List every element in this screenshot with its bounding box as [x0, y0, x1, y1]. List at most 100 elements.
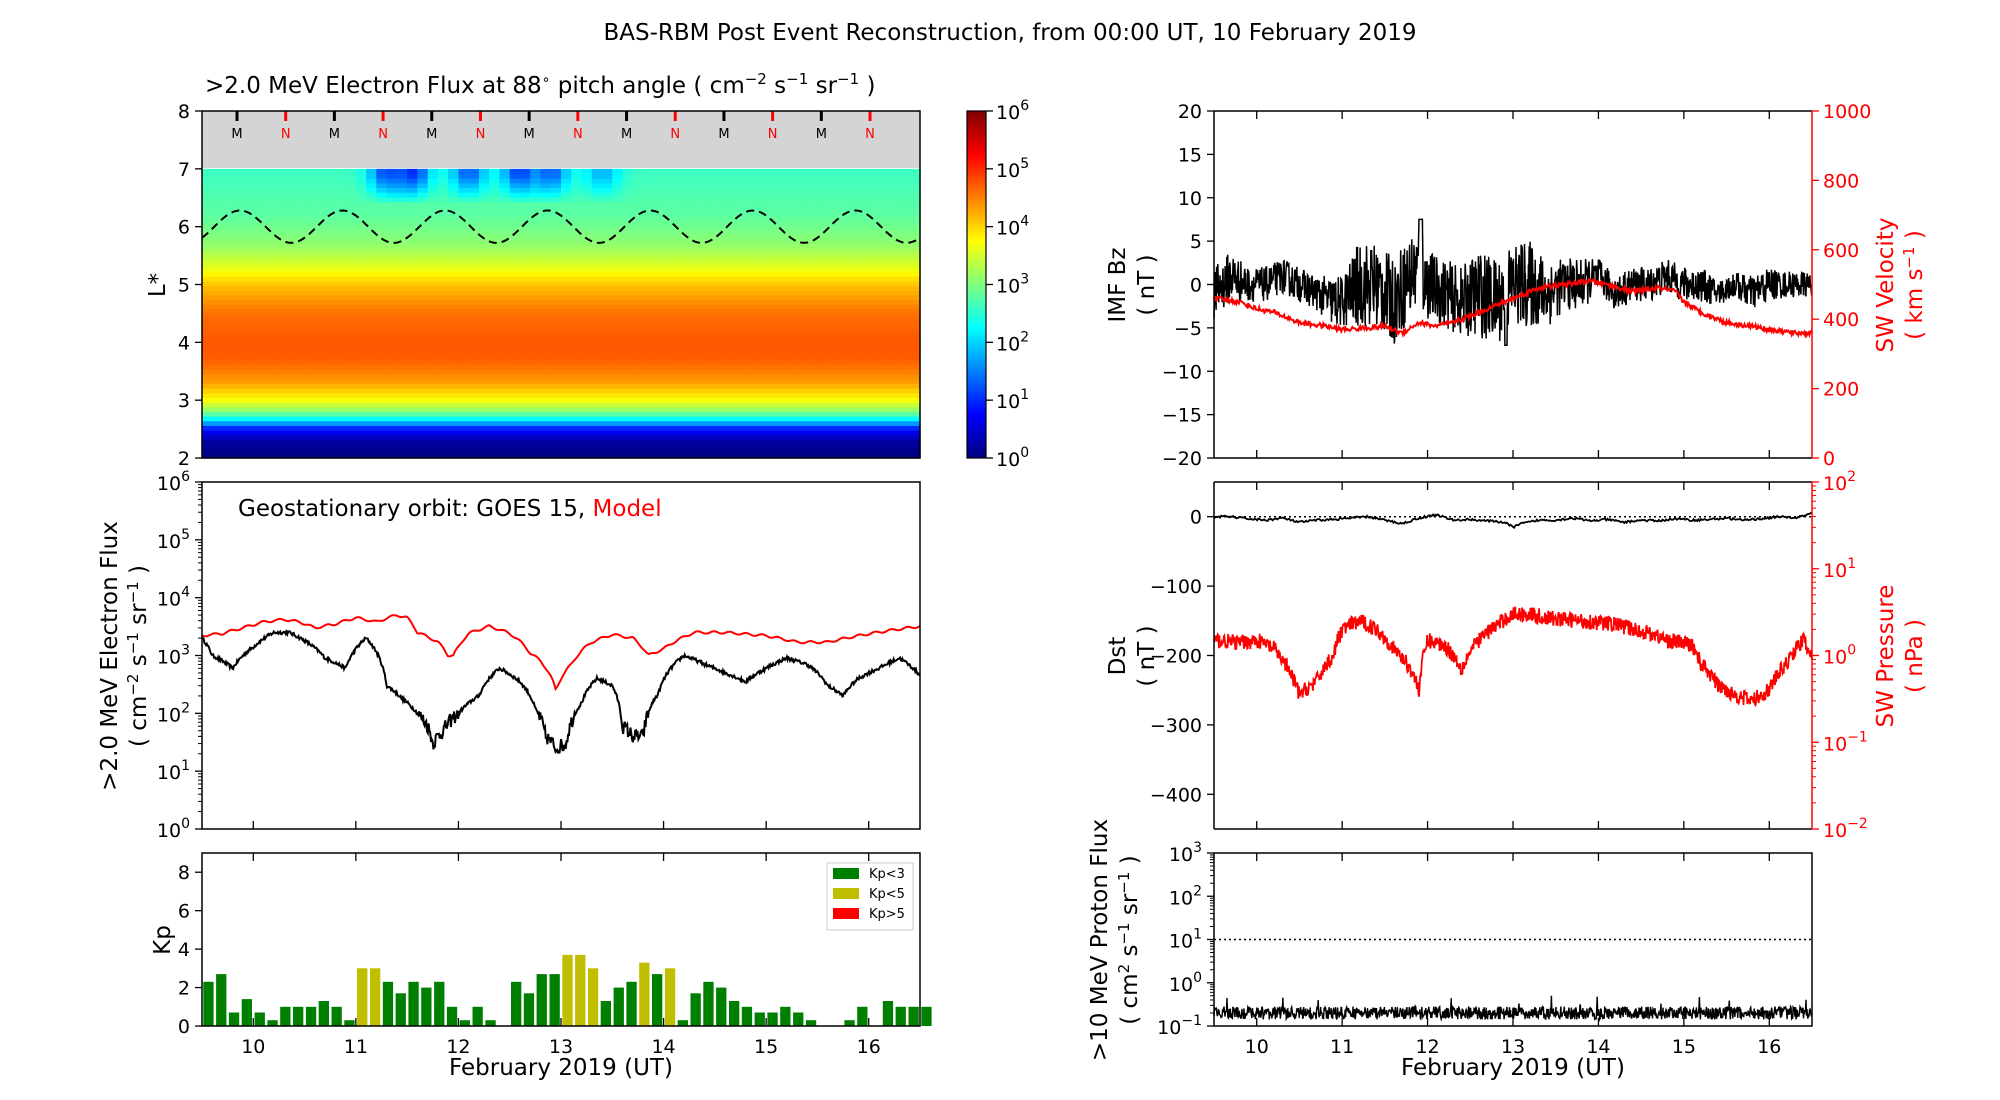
heatmap-cell	[878, 350, 890, 356]
heatmap-cell	[253, 178, 265, 184]
heatmap-cell	[489, 448, 501, 454]
heatmap-cell	[684, 369, 695, 375]
heatmap-cell	[591, 248, 603, 254]
heatmap-cell	[889, 173, 901, 179]
heatmap-cell	[909, 224, 921, 231]
heatmap-cell	[335, 336, 347, 342]
heatmap-cell	[335, 238, 347, 245]
heatmap-cell	[448, 313, 460, 319]
heatmap-cell	[561, 411, 572, 417]
heatmap-cell	[232, 374, 244, 380]
heatmap-cell	[755, 327, 767, 333]
heatmap-cell	[643, 322, 654, 328]
heatmap-cell	[602, 341, 613, 347]
heatmap-cell	[591, 448, 603, 454]
heatmap-cell	[745, 448, 757, 454]
heatmap-cell	[673, 257, 685, 263]
heatmap-cell	[478, 430, 490, 436]
heatmap-cell	[437, 304, 449, 310]
heatmap-cell	[571, 434, 583, 440]
heatmap-cell	[745, 318, 757, 324]
heatmap-cell	[407, 168, 418, 175]
heatmap-cell	[212, 350, 224, 356]
heatmap-cell	[878, 378, 890, 384]
heatmap-cell	[837, 322, 849, 328]
heatmap-cell	[314, 168, 326, 175]
heatmap-cell	[858, 434, 870, 440]
heatmap-cell	[653, 280, 665, 287]
heatmap-cell	[807, 266, 819, 273]
heatmap-cell	[868, 341, 880, 347]
heatmap-cell	[848, 229, 860, 235]
heatmap-cell	[889, 220, 901, 226]
y-right-tick-label: 800	[1823, 170, 1859, 192]
heatmap-cell	[725, 243, 736, 249]
heatmap-cell	[581, 448, 593, 454]
heatmap-cell	[273, 374, 285, 380]
heatmap-cell	[232, 397, 244, 403]
heatmap-cell	[530, 238, 542, 245]
heatmap-cell	[458, 444, 470, 450]
heatmap-cell	[776, 215, 788, 221]
heatmap-cell	[468, 364, 480, 370]
heatmap-cell	[437, 332, 449, 338]
heatmap-cell	[530, 332, 542, 338]
heatmap-cell	[284, 411, 295, 417]
heatmap-cell	[263, 369, 275, 375]
heatmap-cell	[253, 243, 265, 249]
y-tick-label: 15	[1178, 144, 1202, 166]
heatmap-cell	[755, 192, 767, 198]
heatmap-cell	[622, 388, 634, 394]
heatmap-cell	[899, 327, 911, 333]
heatmap-cell	[755, 280, 767, 287]
heatmap-cell	[509, 224, 521, 231]
heatmap-cell	[673, 168, 685, 175]
heatmap-cell	[827, 318, 839, 324]
heatmap-cell	[202, 271, 213, 277]
heatmap-cell	[571, 178, 583, 184]
heatmap-cell	[796, 252, 808, 259]
heatmap-cell	[581, 336, 593, 342]
heatmap-cell	[437, 388, 449, 394]
heatmap-cell	[889, 360, 901, 366]
heatmap-cell	[304, 234, 316, 240]
heatmap-cell	[868, 308, 880, 315]
heatmap-cell	[232, 364, 244, 370]
heatmap-cell	[509, 327, 521, 333]
heatmap-cell	[202, 308, 213, 315]
heatmap-cell	[294, 378, 306, 384]
heatmap-cell	[704, 318, 716, 324]
heatmap-cell	[704, 425, 716, 431]
heatmap-cell	[776, 229, 788, 235]
heatmap-cell	[468, 304, 480, 310]
heatmap-cell	[294, 276, 306, 282]
y-right-tick-label: 10−2	[1823, 816, 1868, 842]
heatmap-cell	[725, 364, 736, 370]
heatmap-cell	[345, 206, 357, 212]
x-tick-label: 13	[1501, 1036, 1525, 1058]
heatmap-cell	[602, 294, 613, 301]
heatmap-cell	[704, 262, 716, 268]
heatmap-cell	[868, 280, 880, 287]
heatmap-cell	[745, 355, 757, 361]
heatmap-cell	[407, 304, 418, 310]
heatmap-cell	[284, 248, 295, 254]
heatmap-cell	[417, 383, 429, 389]
heatmap-cell	[458, 182, 470, 189]
heatmap-cell	[499, 430, 511, 436]
heatmap-cell	[355, 388, 367, 394]
heatmap-cell	[878, 210, 890, 217]
heatmap-cell	[232, 392, 244, 398]
heatmap-cell	[222, 248, 234, 254]
heatmap-cell	[889, 425, 901, 431]
heatmap-cell	[704, 444, 716, 450]
heatmap-cell	[581, 192, 593, 198]
heatmap-cell	[827, 369, 839, 375]
heatmap-cell	[253, 346, 265, 352]
heatmap-cell	[499, 346, 511, 352]
heatmap-cell	[314, 346, 326, 352]
heatmap-cell	[684, 374, 695, 380]
heatmap-cell	[837, 210, 849, 217]
heatmap-cell	[325, 350, 336, 356]
heatmap-cell	[714, 243, 726, 249]
